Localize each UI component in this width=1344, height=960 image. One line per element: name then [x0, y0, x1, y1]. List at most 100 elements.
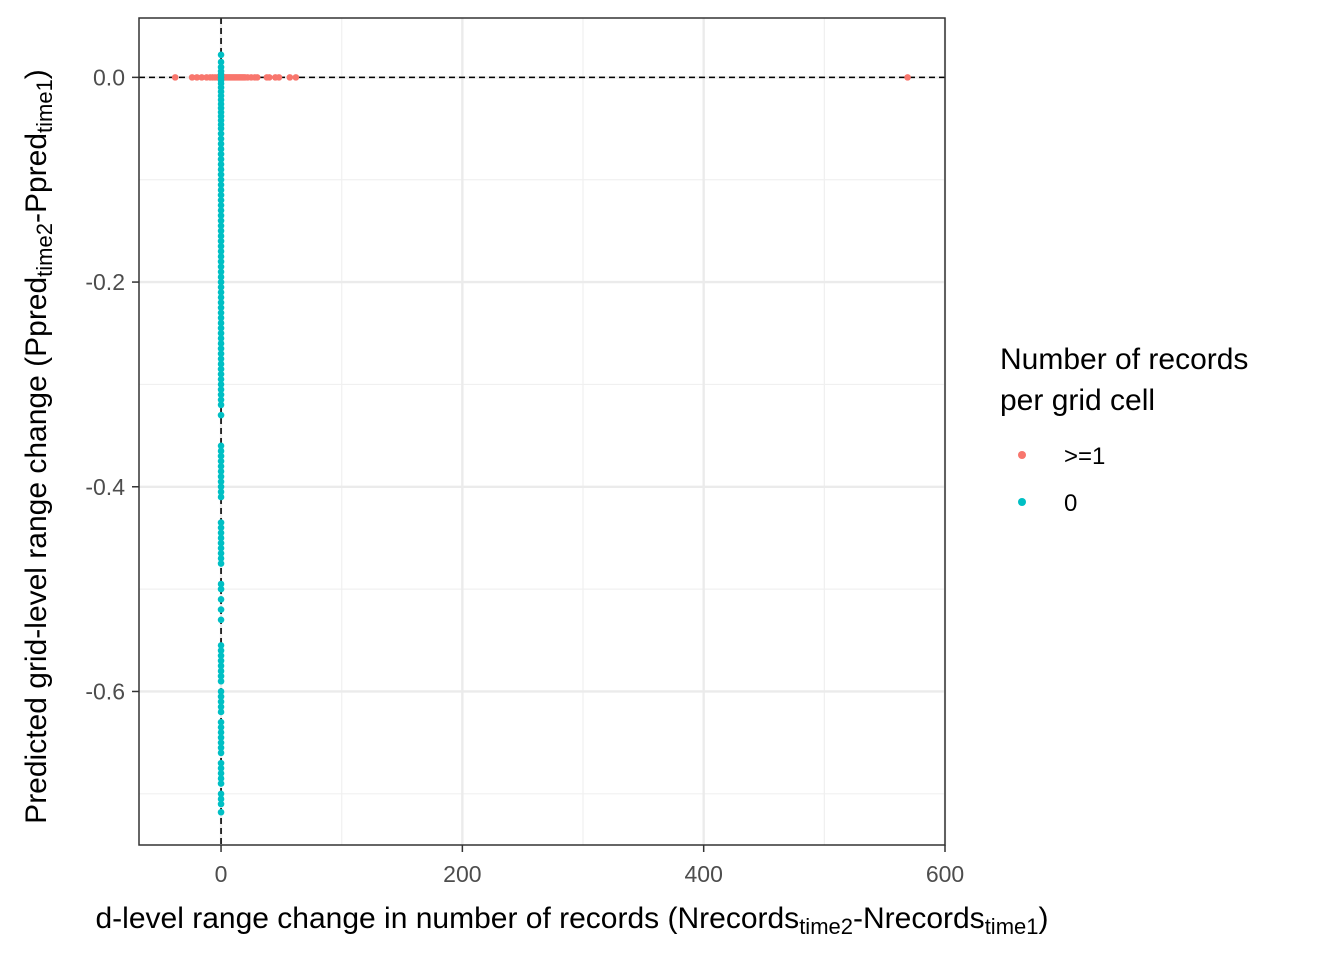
point-zero	[217, 770, 225, 777]
point-zero	[217, 171, 225, 178]
point-zero	[217, 299, 225, 306]
point-zero	[217, 155, 225, 163]
point-zero	[217, 693, 225, 700]
point-zero	[217, 555, 225, 562]
point-zero	[217, 616, 225, 624]
point-zero	[217, 452, 225, 460]
point-ge1	[286, 74, 294, 81]
point-zero	[217, 253, 225, 260]
point-zero	[217, 309, 225, 317]
point-zero	[217, 350, 225, 358]
point-ge1	[171, 74, 179, 81]
point-zero	[217, 723, 225, 731]
x-tick-label: 600	[926, 861, 964, 887]
point-zero	[217, 145, 225, 153]
point-zero	[217, 442, 225, 450]
point-zero	[217, 795, 225, 803]
point-zero	[217, 549, 225, 557]
point-zero	[217, 166, 225, 173]
point-zero	[217, 688, 225, 695]
point-zero	[217, 642, 225, 649]
point-zero	[217, 585, 225, 593]
point-zero	[217, 657, 225, 665]
x-tick-label: 0	[215, 861, 228, 887]
point-ge1	[198, 74, 206, 81]
point-ge1	[188, 74, 196, 81]
axis-ticks: 0 200 400 600 0.0 -0.2 -0.4 -0.6	[85, 64, 964, 887]
data-points	[171, 51, 911, 816]
point-zero	[217, 227, 225, 235]
point-zero	[217, 401, 225, 409]
y-tick-label: -0.6	[85, 678, 125, 704]
point-zero	[217, 273, 225, 281]
point-zero	[217, 386, 225, 393]
point-zero	[217, 775, 225, 782]
point-zero	[217, 176, 225, 184]
point-zero	[217, 242, 225, 250]
point-zero	[217, 462, 225, 470]
point-zero	[217, 376, 225, 383]
point-zero	[217, 217, 225, 224]
point-zero	[217, 196, 225, 204]
point-zero	[217, 596, 225, 603]
point-zero	[217, 345, 225, 352]
point-zero	[217, 718, 225, 726]
point-zero	[217, 181, 225, 189]
point-zero	[217, 294, 225, 301]
point-zero	[217, 698, 225, 706]
point-zero	[217, 534, 225, 542]
point-zero	[217, 780, 225, 787]
point-zero	[217, 365, 225, 373]
point-zero	[217, 544, 225, 552]
point-zero	[217, 729, 225, 736]
point-zero	[217, 764, 225, 772]
point-zero	[217, 808, 225, 816]
point-zero	[217, 468, 225, 475]
point-zero	[217, 150, 225, 158]
point-zero	[217, 672, 225, 680]
point-zero	[217, 212, 225, 219]
point-zero	[217, 391, 225, 398]
point-ge1	[266, 74, 273, 81]
x-tick-label: 400	[684, 861, 722, 887]
point-zero	[217, 524, 225, 532]
legend-key-zero	[1018, 498, 1026, 506]
point-zero	[217, 749, 225, 757]
point-zero	[217, 161, 225, 168]
point-zero	[217, 304, 225, 311]
point-zero	[217, 396, 225, 404]
point-zero	[217, 248, 225, 255]
point-zero	[217, 447, 225, 455]
point-zero	[217, 483, 225, 491]
point-zero	[217, 478, 225, 485]
point-zero	[217, 202, 225, 209]
point-zero	[217, 314, 225, 322]
point-zero	[217, 135, 225, 143]
point-zero	[217, 580, 225, 588]
point-zero	[217, 283, 225, 291]
point-zero	[217, 457, 225, 465]
point-zero	[217, 667, 225, 675]
point-zero	[217, 258, 225, 265]
point-zero	[217, 493, 225, 501]
point-ge1	[253, 74, 261, 81]
legend: Number of records per grid cell >=1 0	[1000, 343, 1248, 517]
point-zero	[217, 360, 225, 368]
point-zero	[217, 800, 225, 808]
y-tick-label: 0.0	[93, 64, 125, 90]
point-zero	[217, 381, 225, 388]
point-ge1	[193, 74, 201, 81]
x-axis-title: d-level range change in number of record…	[96, 902, 1049, 939]
point-zero	[217, 324, 225, 332]
point-zero	[217, 340, 225, 347]
y-tick-label: -0.4	[85, 474, 125, 500]
point-zero	[217, 703, 225, 711]
grid-lines	[139, 18, 947, 845]
point-zero	[217, 529, 225, 537]
point-ge1	[275, 74, 283, 81]
point-zero	[217, 140, 225, 148]
point-zero	[217, 186, 225, 194]
x-tick-label: 200	[443, 861, 481, 887]
point-zero	[217, 222, 225, 230]
point-zero	[217, 319, 225, 327]
